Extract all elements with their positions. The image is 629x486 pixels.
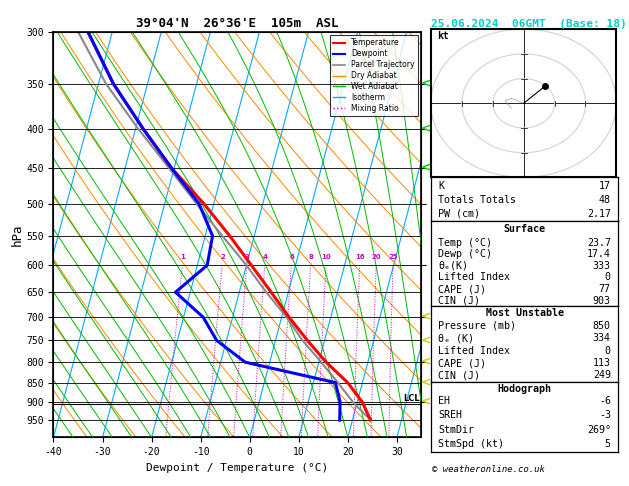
Text: -3: -3 bbox=[599, 410, 611, 420]
Text: Pressure (mb): Pressure (mb) bbox=[438, 321, 516, 331]
Text: kt: kt bbox=[437, 31, 449, 41]
Legend: Temperature, Dewpoint, Parcel Trajectory, Dry Adiabat, Wet Adiabat, Isotherm, Mi: Temperature, Dewpoint, Parcel Trajectory… bbox=[330, 35, 418, 116]
Text: Lifted Index: Lifted Index bbox=[438, 273, 510, 282]
Text: 249: 249 bbox=[593, 370, 611, 381]
Text: 113: 113 bbox=[593, 358, 611, 368]
Text: 6: 6 bbox=[289, 254, 294, 260]
Text: 269°: 269° bbox=[587, 425, 611, 434]
Text: EH: EH bbox=[438, 396, 450, 406]
Text: 5: 5 bbox=[605, 439, 611, 449]
Text: <: < bbox=[421, 77, 431, 90]
Text: θₑ(K): θₑ(K) bbox=[438, 261, 469, 271]
Text: 2: 2 bbox=[220, 254, 225, 260]
Text: Lifted Index: Lifted Index bbox=[438, 346, 510, 356]
Text: <: < bbox=[421, 334, 431, 347]
Text: 25: 25 bbox=[389, 254, 398, 260]
Text: 17: 17 bbox=[599, 181, 611, 191]
Y-axis label: km
ASL: km ASL bbox=[440, 226, 462, 243]
Text: 0: 0 bbox=[605, 273, 611, 282]
Title: 39°04'N  26°36'E  105m  ASL: 39°04'N 26°36'E 105m ASL bbox=[136, 17, 338, 31]
Text: 333: 333 bbox=[593, 261, 611, 271]
Text: <: < bbox=[421, 122, 431, 135]
Text: CAPE (J): CAPE (J) bbox=[438, 358, 486, 368]
Text: -6: -6 bbox=[599, 396, 611, 406]
Text: 23.7: 23.7 bbox=[587, 238, 611, 247]
Text: LCL: LCL bbox=[403, 394, 420, 403]
Text: 2.17: 2.17 bbox=[587, 208, 611, 219]
Text: CAPE (J): CAPE (J) bbox=[438, 284, 486, 294]
Text: Dewp (°C): Dewp (°C) bbox=[438, 249, 493, 259]
Text: 334: 334 bbox=[593, 333, 611, 343]
Text: 25.06.2024  06GMT  (Base: 18): 25.06.2024 06GMT (Base: 18) bbox=[431, 19, 626, 30]
Text: 903: 903 bbox=[593, 295, 611, 306]
Text: 77: 77 bbox=[599, 284, 611, 294]
Text: © weatheronline.co.uk: © weatheronline.co.uk bbox=[432, 465, 545, 474]
Text: <: < bbox=[421, 396, 431, 408]
Text: 10: 10 bbox=[321, 254, 331, 260]
Text: 8: 8 bbox=[308, 254, 313, 260]
Text: Surface: Surface bbox=[504, 224, 545, 234]
Text: 17.4: 17.4 bbox=[587, 249, 611, 259]
Text: <: < bbox=[421, 162, 431, 175]
Text: StmSpd (kt): StmSpd (kt) bbox=[438, 439, 504, 449]
Text: CIN (J): CIN (J) bbox=[438, 370, 481, 381]
Text: StmDir: StmDir bbox=[438, 425, 474, 434]
X-axis label: Dewpoint / Temperature (°C): Dewpoint / Temperature (°C) bbox=[147, 463, 328, 473]
Text: 4: 4 bbox=[263, 254, 268, 260]
Text: CIN (J): CIN (J) bbox=[438, 295, 481, 306]
Text: Most Unstable: Most Unstable bbox=[486, 309, 564, 318]
Text: 850: 850 bbox=[593, 321, 611, 331]
Text: 16: 16 bbox=[355, 254, 365, 260]
Text: PW (cm): PW (cm) bbox=[438, 208, 481, 219]
Text: Hodograph: Hodograph bbox=[498, 383, 552, 394]
Text: <: < bbox=[421, 376, 431, 389]
Text: <: < bbox=[421, 356, 431, 369]
Text: Totals Totals: Totals Totals bbox=[438, 195, 516, 205]
Text: 3: 3 bbox=[245, 254, 250, 260]
Y-axis label: hPa: hPa bbox=[10, 223, 23, 246]
Text: <: < bbox=[421, 311, 431, 324]
Text: 20: 20 bbox=[372, 254, 381, 260]
Text: θₑ (K): θₑ (K) bbox=[438, 333, 474, 343]
Text: K: K bbox=[438, 181, 444, 191]
Text: Temp (°C): Temp (°C) bbox=[438, 238, 493, 247]
Text: 0: 0 bbox=[605, 346, 611, 356]
Text: 48: 48 bbox=[599, 195, 611, 205]
Text: 1: 1 bbox=[181, 254, 186, 260]
Text: SREH: SREH bbox=[438, 410, 462, 420]
